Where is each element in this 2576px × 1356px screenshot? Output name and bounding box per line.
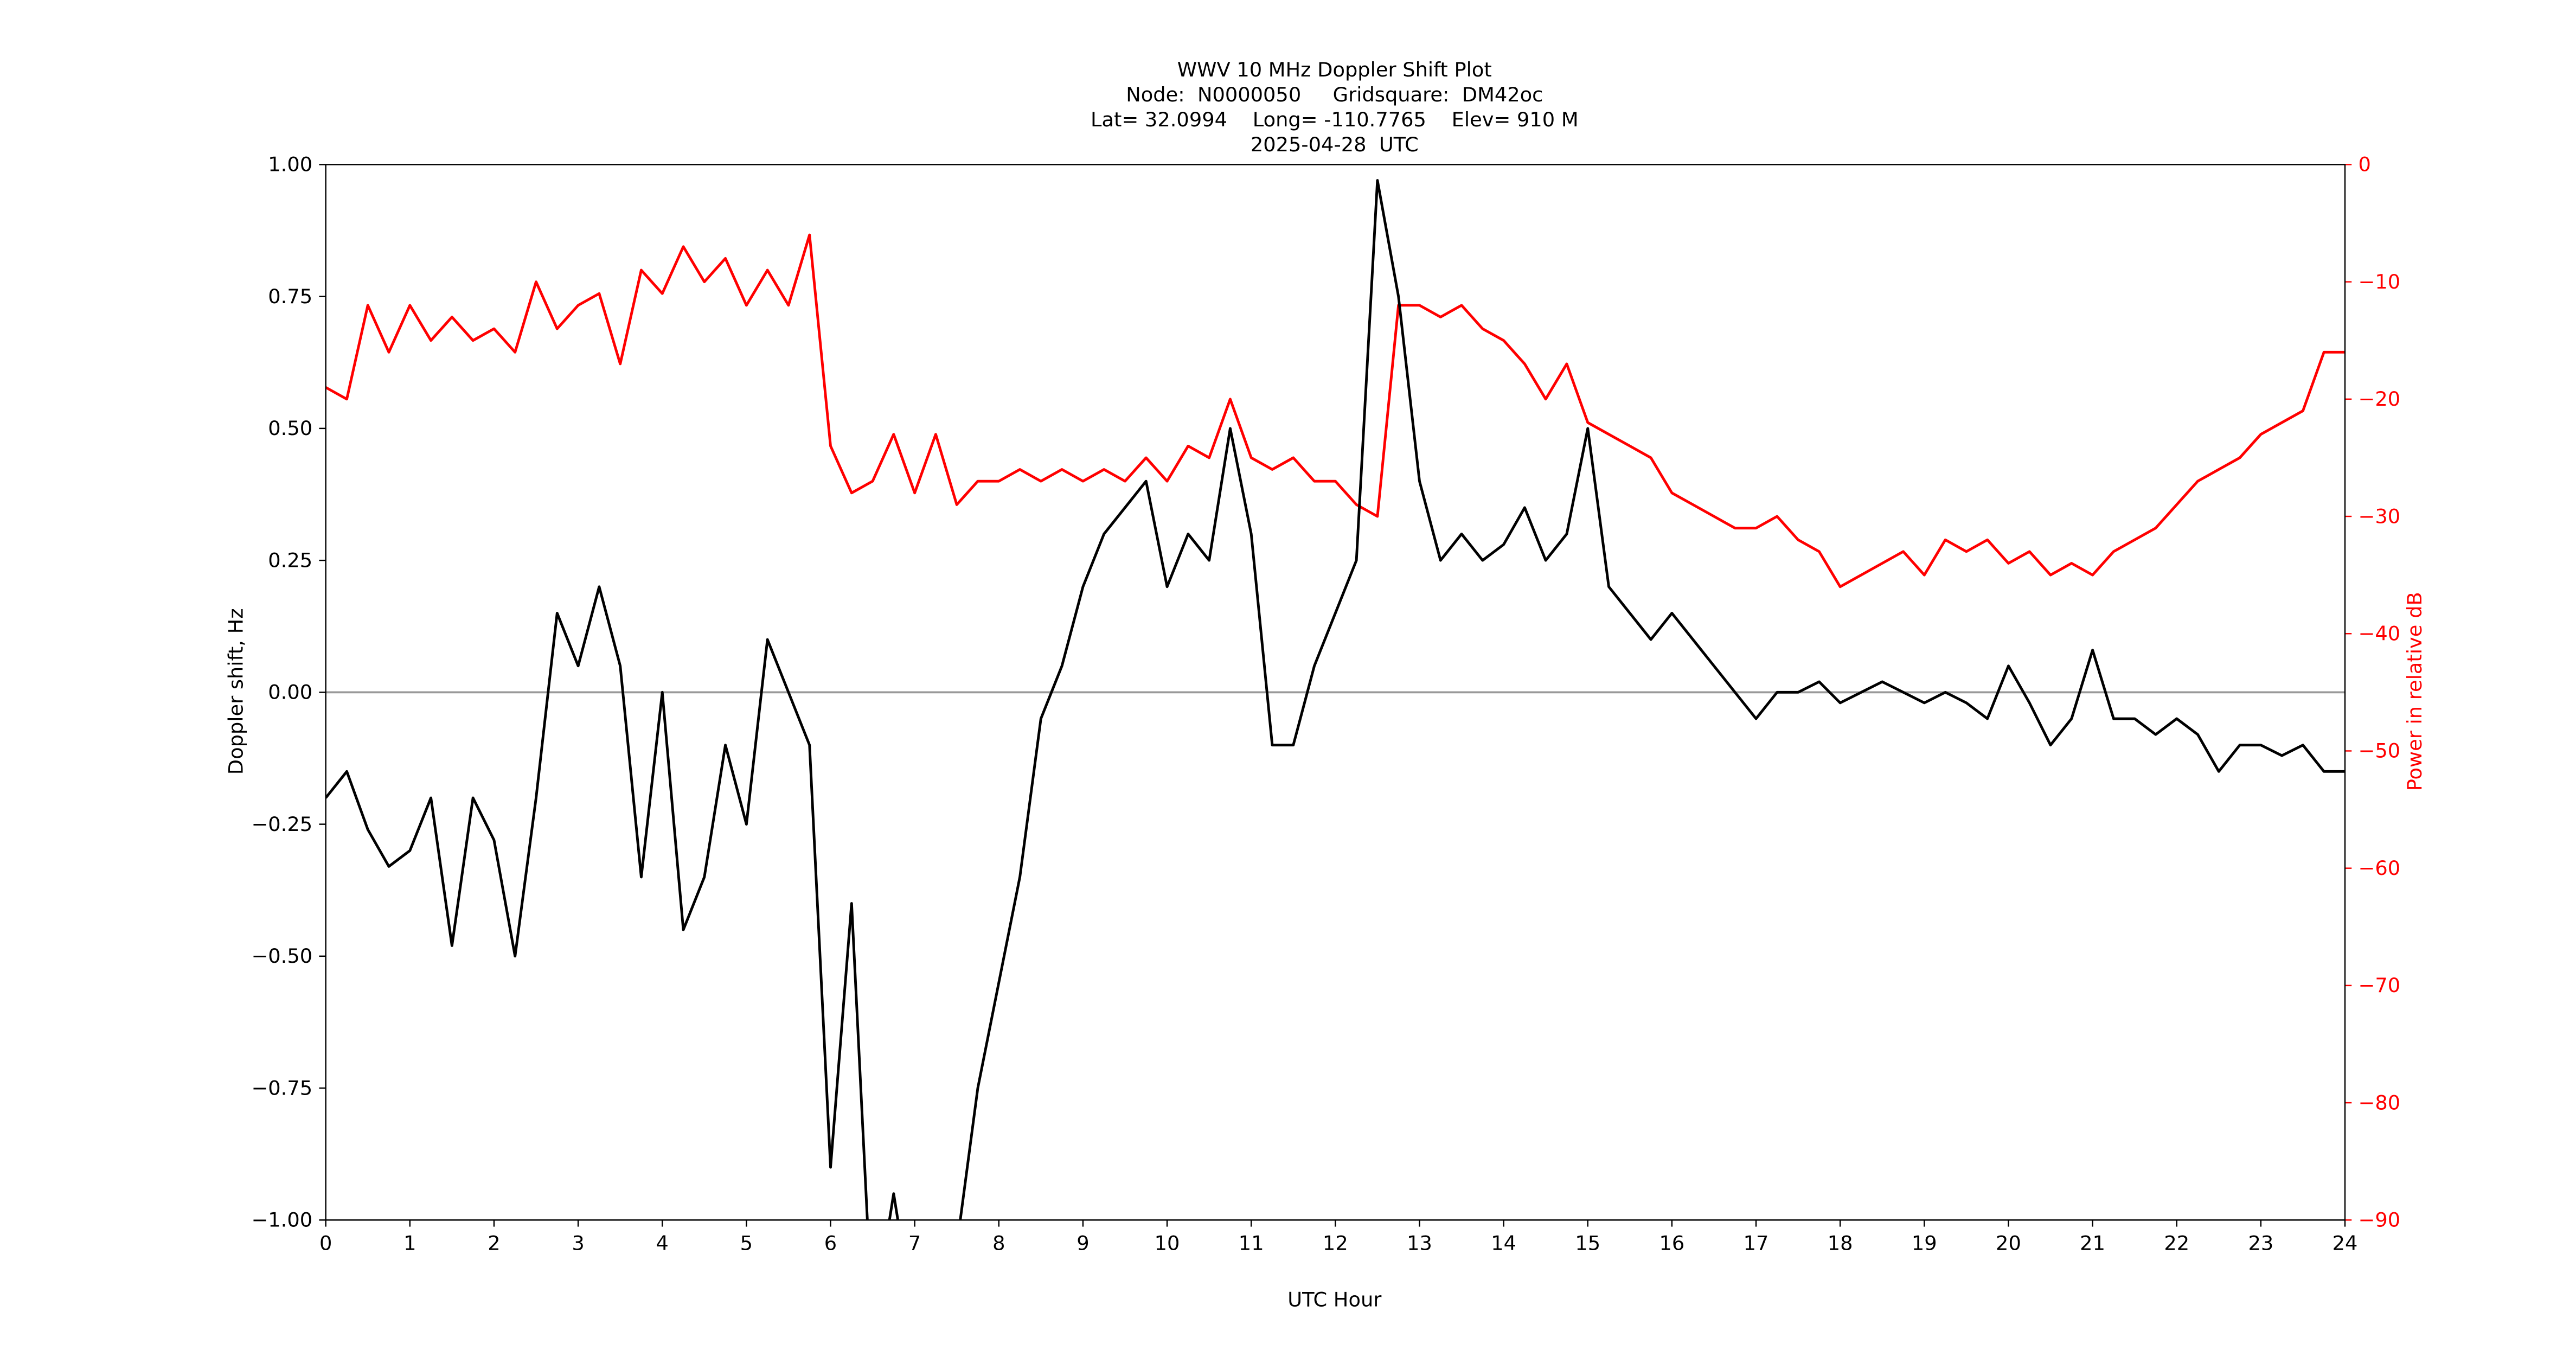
x-tick-label: 13	[1407, 1231, 1432, 1255]
x-tick-label: 4	[656, 1231, 669, 1255]
x-axis-label: UTC Hour	[1287, 1288, 1382, 1312]
y-tick-label: 1.00	[268, 153, 312, 176]
x-tick-label: 3	[572, 1231, 584, 1255]
x-tick-label: 10	[1155, 1231, 1180, 1255]
y-tick-label: 0.75	[268, 285, 312, 308]
y2-tick-label: −50	[2359, 739, 2401, 763]
x-tick-label: 11	[1239, 1231, 1264, 1255]
y2-tick-label: −80	[2359, 1091, 2401, 1114]
plot-area	[325, 179, 2346, 1220]
chart-title: Lat= 32.0994 Long= -110.7765 Elev= 910 M	[1091, 108, 1579, 131]
x-tick-label: 15	[1575, 1231, 1600, 1255]
x-tick-label: 20	[1996, 1231, 2021, 1255]
y2-tick-label: −40	[2359, 622, 2401, 645]
x-tick-label: 12	[1323, 1231, 1348, 1255]
y-tick-label: −0.75	[251, 1076, 312, 1099]
y-tick-label: 0.50	[268, 417, 312, 440]
y-tick-label: −1.00	[251, 1208, 312, 1232]
y2-tick-label: −70	[2359, 974, 2401, 997]
y2-tick-label: −30	[2359, 504, 2401, 528]
x-tick-label: 8	[992, 1231, 1005, 1255]
x-tick-label: 21	[2080, 1231, 2105, 1255]
x-tick-label: 22	[2164, 1231, 2189, 1255]
x-tick-label: 19	[1912, 1231, 1937, 1255]
series-line	[325, 179, 2346, 1220]
y2-axis-label: Power in relative dB	[2403, 592, 2426, 791]
x-tick-label: 5	[740, 1231, 753, 1255]
x-tick-label: 14	[1491, 1231, 1516, 1255]
chart-title: WWV 10 MHz Doppler Shift Plot	[1177, 58, 1492, 81]
y-tick-label: −0.50	[251, 944, 312, 968]
chart-title: Node: N0000050 Gridsquare: DM42oc	[1126, 83, 1543, 106]
y-tick-label: 0.00	[268, 681, 312, 704]
x-tick-label: 23	[2248, 1231, 2273, 1255]
y2-tick-label: −10	[2359, 270, 2401, 293]
y2-tick-label: −60	[2359, 856, 2401, 880]
y-tick-label: 0.25	[268, 548, 312, 572]
y2-tick-label: −20	[2359, 387, 2401, 411]
series-line	[325, 233, 2346, 589]
x-tick-label: 17	[1744, 1231, 1769, 1255]
x-tick-label: 2	[488, 1231, 500, 1255]
x-tick-label: 9	[1076, 1231, 1089, 1255]
plot-frame	[325, 164, 2346, 1221]
y-tick-label: −0.25	[251, 813, 312, 836]
y-axis-label: Doppler shift, Hz	[224, 608, 247, 775]
chart-title: 2025-04-28 UTC	[1251, 133, 1419, 156]
y2-tick-label: −90	[2359, 1208, 2401, 1232]
x-tick-label: 0	[319, 1231, 332, 1255]
x-tick-label: 24	[2333, 1231, 2358, 1255]
x-tick-label: 16	[1659, 1231, 1684, 1255]
x-tick-label: 1	[403, 1231, 416, 1255]
x-tick-label: 6	[824, 1231, 837, 1255]
x-tick-label: 7	[908, 1231, 921, 1255]
x-tick-label: 18	[1828, 1231, 1853, 1255]
y2-tick-label: 0	[2359, 153, 2371, 176]
